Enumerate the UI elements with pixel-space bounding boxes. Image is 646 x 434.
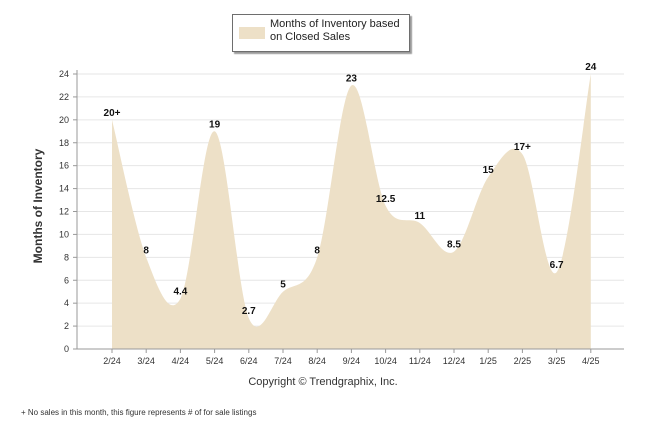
data-label: 8 [143,245,149,256]
y-axis-label: Months of Inventory [31,148,45,263]
data-label: 11 [415,211,426,222]
y-tick-label: 4 [64,298,69,308]
y-tick-label: 8 [64,252,69,262]
x-tick-label: 12/24 [443,356,466,366]
data-label: 20+ [104,108,121,119]
y-tick-label: 2 [64,321,69,331]
x-tick-label: 7/24 [274,356,292,366]
legend: Months of Inventory based on Closed Sale… [232,14,410,52]
data-label: 19 [209,119,221,130]
y-tick-label: 0 [64,344,69,354]
data-label: 15 [483,165,495,176]
data-label: 8.5 [447,240,461,251]
x-tick-label: 11/24 [409,356,431,366]
y-tick-label: 20 [59,115,69,125]
data-label: 6.7 [550,260,564,271]
data-label: 2.7 [242,306,256,317]
x-tick-label: 3/24 [137,356,155,366]
data-label: 17+ [514,142,531,153]
x-tick-label: 1/25 [479,356,497,366]
x-tick-label: 5/24 [206,356,224,366]
legend-swatch [239,27,265,39]
x-tick-label: 2/24 [103,356,121,366]
x-tick-label: 4/24 [172,356,190,366]
data-label: 23 [346,73,358,84]
data-label: 8 [314,245,320,256]
x-tick-label: 2/25 [514,356,532,366]
data-labels: 20+ 8 4.4 19 2.7 5 8 23 12.5 11 8.5 15 17+ 6.7 24 [104,62,597,317]
y-tick-label: 16 [59,161,69,171]
legend-label: Months of Inventory based on Closed Sale… [270,18,400,43]
inventory-area [112,74,591,349]
axes [76,70,624,350]
y-tick-label: 24 [59,69,69,79]
y-tick-label: 18 [59,138,69,148]
area-series [112,74,591,349]
x-tick-label: 10/24 [374,356,397,366]
footnote-text: + No sales in this month, this figure re… [21,408,257,417]
data-label: 12.5 [376,194,396,205]
x-tick-label: 9/24 [343,356,361,366]
y-tick-label: 14 [59,184,69,194]
x-tick-labels: 2/24 3/24 4/24 5/24 6/24 7/24 8/24 9/24 10/24 11/… [103,349,600,366]
y-tick-label: 10 [59,229,69,239]
x-tick-label: 4/25 [582,356,600,366]
data-label: 4.4 [173,287,187,298]
y-tick-label: 6 [64,275,69,285]
data-label: 24 [585,62,597,73]
data-label: 5 [280,280,286,291]
copyright-text: Copyright © Trendgraphix, Inc. [248,376,398,388]
x-tick-label: 3/25 [548,356,566,366]
x-tick-label: 6/24 [240,356,258,366]
y-tick-label: 22 [59,92,69,102]
x-tick-label: 8/24 [308,356,326,366]
y-tick-label: 12 [59,207,69,217]
